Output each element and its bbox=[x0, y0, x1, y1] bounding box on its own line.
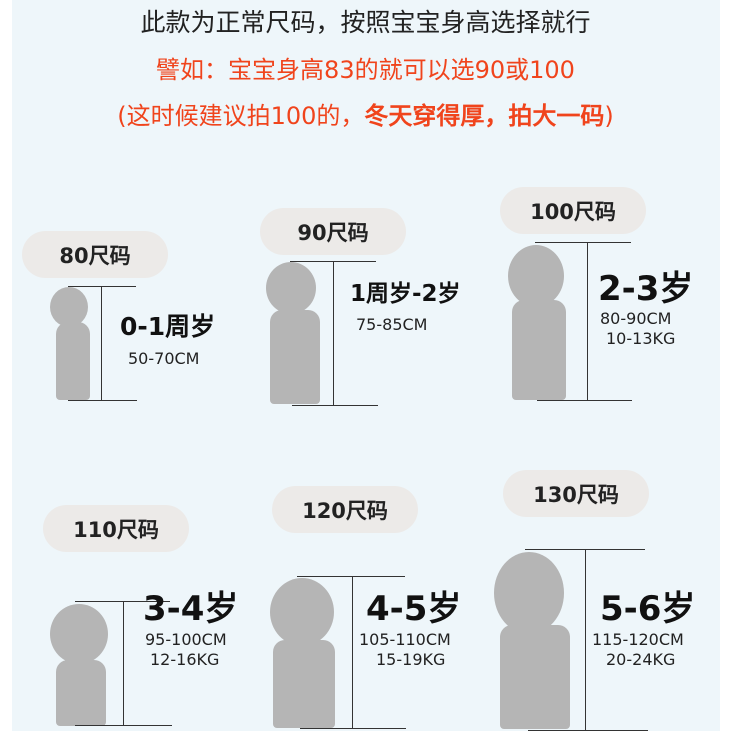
size-label-90: 90尺码 bbox=[260, 208, 406, 255]
weight-range: 15-19KG bbox=[376, 650, 446, 669]
height-line-bottom bbox=[75, 725, 172, 726]
child-silhouette-head bbox=[270, 578, 334, 646]
child-silhouette-head bbox=[50, 604, 108, 664]
height-line bbox=[585, 549, 586, 730]
age-range: 0-1周岁 bbox=[120, 312, 216, 341]
headline: 此款为正常尺码，按照宝宝身高选择就行 bbox=[140, 8, 591, 37]
child-silhouette-head bbox=[494, 552, 564, 634]
height-range: 50-70CM bbox=[128, 349, 200, 368]
age-range: 2-3岁 bbox=[598, 269, 694, 309]
height-line-top bbox=[75, 601, 170, 602]
child-silhouette-body bbox=[273, 640, 335, 728]
height-line bbox=[352, 576, 353, 728]
child-silhouette-body bbox=[500, 625, 570, 729]
example-note: 譬如：宝宝身高83的就可以选90或100 bbox=[156, 56, 575, 84]
height-line bbox=[587, 242, 588, 400]
background-panel bbox=[12, 0, 720, 731]
weight-range: 20-24KG bbox=[606, 650, 676, 669]
advice-note: (这时候建议拍100的，冬天穿得厚，拍大一码) bbox=[0, 101, 731, 131]
size-label-110: 110尺码 bbox=[43, 505, 189, 552]
height-line-top bbox=[68, 286, 136, 287]
height-range: 75-85CM bbox=[356, 315, 428, 334]
child-silhouette-body bbox=[56, 660, 106, 726]
size-label-100: 100尺码 bbox=[500, 187, 646, 234]
height-line bbox=[333, 261, 334, 405]
child-silhouette-body bbox=[56, 322, 90, 400]
size-label-130: 130尺码 bbox=[503, 470, 649, 517]
height-range: 115-120CM bbox=[592, 630, 684, 649]
height-line-top bbox=[297, 576, 405, 577]
advice-text: (这时候建议拍100的， bbox=[117, 102, 365, 130]
height-line-bottom bbox=[537, 400, 632, 401]
height-range: 80-90CM bbox=[600, 309, 672, 328]
height-line-top bbox=[535, 242, 631, 243]
weight-range: 10-13KG bbox=[606, 329, 676, 348]
child-silhouette-head bbox=[50, 287, 88, 327]
weight-range: 12-16KG bbox=[150, 650, 220, 669]
size-label-80: 80尺码 bbox=[22, 231, 168, 278]
child-silhouette-body bbox=[270, 310, 320, 404]
age-range: 5-6岁 bbox=[600, 589, 696, 629]
advice-end: ) bbox=[604, 102, 614, 130]
size-label-120: 120尺码 bbox=[272, 486, 418, 533]
child-silhouette-body bbox=[512, 300, 566, 400]
age-range: 1周岁-2岁 bbox=[350, 281, 461, 307]
age-range: 4-5岁 bbox=[366, 589, 462, 629]
height-line bbox=[123, 601, 124, 726]
height-range: 95-100CM bbox=[145, 630, 227, 649]
height-line-bottom bbox=[68, 400, 137, 401]
age-range: 3-4岁 bbox=[143, 589, 239, 629]
child-silhouette-head bbox=[266, 262, 316, 314]
height-line-bottom bbox=[292, 405, 378, 406]
advice-bold: 冬天穿得厚，拍大一码 bbox=[364, 102, 605, 130]
height-range: 105-110CM bbox=[359, 630, 451, 649]
child-silhouette-head bbox=[508, 245, 564, 307]
height-line bbox=[101, 286, 102, 400]
height-line-bottom bbox=[300, 728, 406, 729]
